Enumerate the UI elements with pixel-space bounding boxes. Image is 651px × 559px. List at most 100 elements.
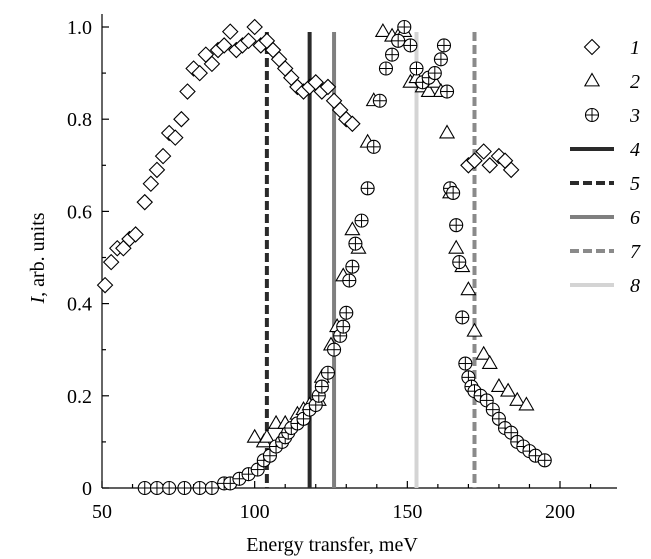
series-3-point <box>427 66 442 81</box>
series-3-point <box>360 181 375 196</box>
series-3-point <box>137 480 152 496</box>
y-tick-label: 0.4 <box>67 294 92 316</box>
y-tick-label: 1.0 <box>67 17 92 39</box>
legend-item-2: 2 <box>583 71 640 93</box>
series-2-point <box>481 354 498 369</box>
legend-label: 3 <box>629 105 640 127</box>
series-3-point <box>192 480 207 496</box>
series-3-point <box>397 19 412 35</box>
series-1-point <box>319 78 337 96</box>
series-2-point <box>518 396 535 411</box>
series-2-point <box>374 23 391 38</box>
series-1-point <box>502 161 520 179</box>
series-3-point <box>177 480 192 496</box>
series-2-point <box>466 322 483 337</box>
legend-item-6: 6 <box>570 207 640 229</box>
x-tick-label: 100 <box>240 501 270 523</box>
legend-label: 1 <box>630 37 640 59</box>
series-2-point <box>344 221 361 236</box>
series-3-point <box>162 480 177 496</box>
series-3-point <box>409 61 424 76</box>
series-2-point <box>246 428 263 443</box>
series-2-point <box>448 239 465 254</box>
legend-item-5: 5 <box>570 173 640 195</box>
series-3-point <box>391 33 406 48</box>
series-1-point <box>466 152 483 169</box>
series-2-point <box>258 428 275 443</box>
series-3-point <box>403 38 418 53</box>
series-3-point <box>339 305 354 320</box>
series-3-point <box>452 255 467 270</box>
x-ticks: 50 100 150 200 <box>92 481 592 523</box>
series-3-point <box>314 379 329 394</box>
series-1-point <box>154 147 172 165</box>
series-1-point <box>96 276 114 294</box>
series-3-point <box>354 213 369 228</box>
series-2-point <box>438 124 456 139</box>
series-3-point <box>336 319 351 334</box>
legend-label: 4 <box>630 139 640 161</box>
series-3-point <box>204 480 219 496</box>
series-1-point <box>481 157 499 174</box>
legend-item-4: 4 <box>570 139 640 161</box>
series-1-point <box>136 193 154 211</box>
series-3-point <box>385 47 400 62</box>
series-3-point <box>433 52 448 67</box>
series-1-point <box>221 23 239 40</box>
series-1-point <box>102 253 120 271</box>
legend-swatch <box>584 107 600 123</box>
series-3-point <box>439 84 455 99</box>
series-1-point <box>203 55 221 73</box>
series-2-point <box>420 82 437 97</box>
series-3-point <box>537 453 552 468</box>
y-axis-title-symbol: I <box>27 296 49 305</box>
x-axis-title: Energy transfer, meV <box>246 534 418 556</box>
legend-label: 8 <box>630 275 640 297</box>
legend-item-1: 1 <box>583 37 640 59</box>
x-tick-label: 150 <box>392 501 422 523</box>
series-3-point <box>342 273 357 288</box>
series-1-point <box>240 32 257 50</box>
y-ticks: 0 0.2 0.4 0.6 0.8 1.0 <box>67 17 109 500</box>
series-1-point <box>148 161 166 179</box>
y-axis-title-text: , arb. units <box>27 212 49 297</box>
legend-label: 7 <box>630 241 641 263</box>
series-2-point <box>475 345 492 360</box>
legend-label: 2 <box>630 71 640 93</box>
legend-label: 6 <box>630 207 640 229</box>
series-1-point <box>179 83 196 100</box>
series-3-point <box>348 236 363 251</box>
legend-item-7: 7 <box>570 241 641 263</box>
y-axis-title: I, arb. units <box>27 212 49 304</box>
x-tick-label: 50 <box>92 501 112 523</box>
series-3-point <box>455 310 470 325</box>
series-1-point <box>173 110 190 128</box>
series-3-point <box>458 356 473 371</box>
y-tick-label: 0.2 <box>67 386 92 408</box>
legend-swatch <box>583 38 601 56</box>
series-3-point <box>436 38 452 53</box>
y-tick-label: 0.8 <box>67 109 92 131</box>
series-3-point <box>149 480 165 496</box>
legend-label: 5 <box>630 173 640 195</box>
legend-swatch <box>583 72 601 87</box>
series-2-point <box>509 391 526 406</box>
series-3-point <box>449 218 464 233</box>
series-1-point <box>344 115 361 133</box>
legend-item-3: 3 <box>584 105 640 127</box>
legend: 1 2 3 4 5 6 7 8 <box>570 37 641 297</box>
series-2-point <box>460 281 477 296</box>
series-3-point <box>327 342 342 357</box>
series-3-point <box>320 365 335 380</box>
y-tick-label: 0 <box>82 478 92 500</box>
legend-item-8: 8 <box>570 275 640 297</box>
reference-lines <box>264 32 477 488</box>
series-1-point <box>191 64 208 82</box>
series-1-point <box>127 226 144 243</box>
series-1-point <box>475 143 492 160</box>
series-3-point <box>446 185 461 201</box>
series-3-point <box>366 139 381 154</box>
series-1-point <box>142 175 160 193</box>
series-2-point <box>490 377 508 393</box>
